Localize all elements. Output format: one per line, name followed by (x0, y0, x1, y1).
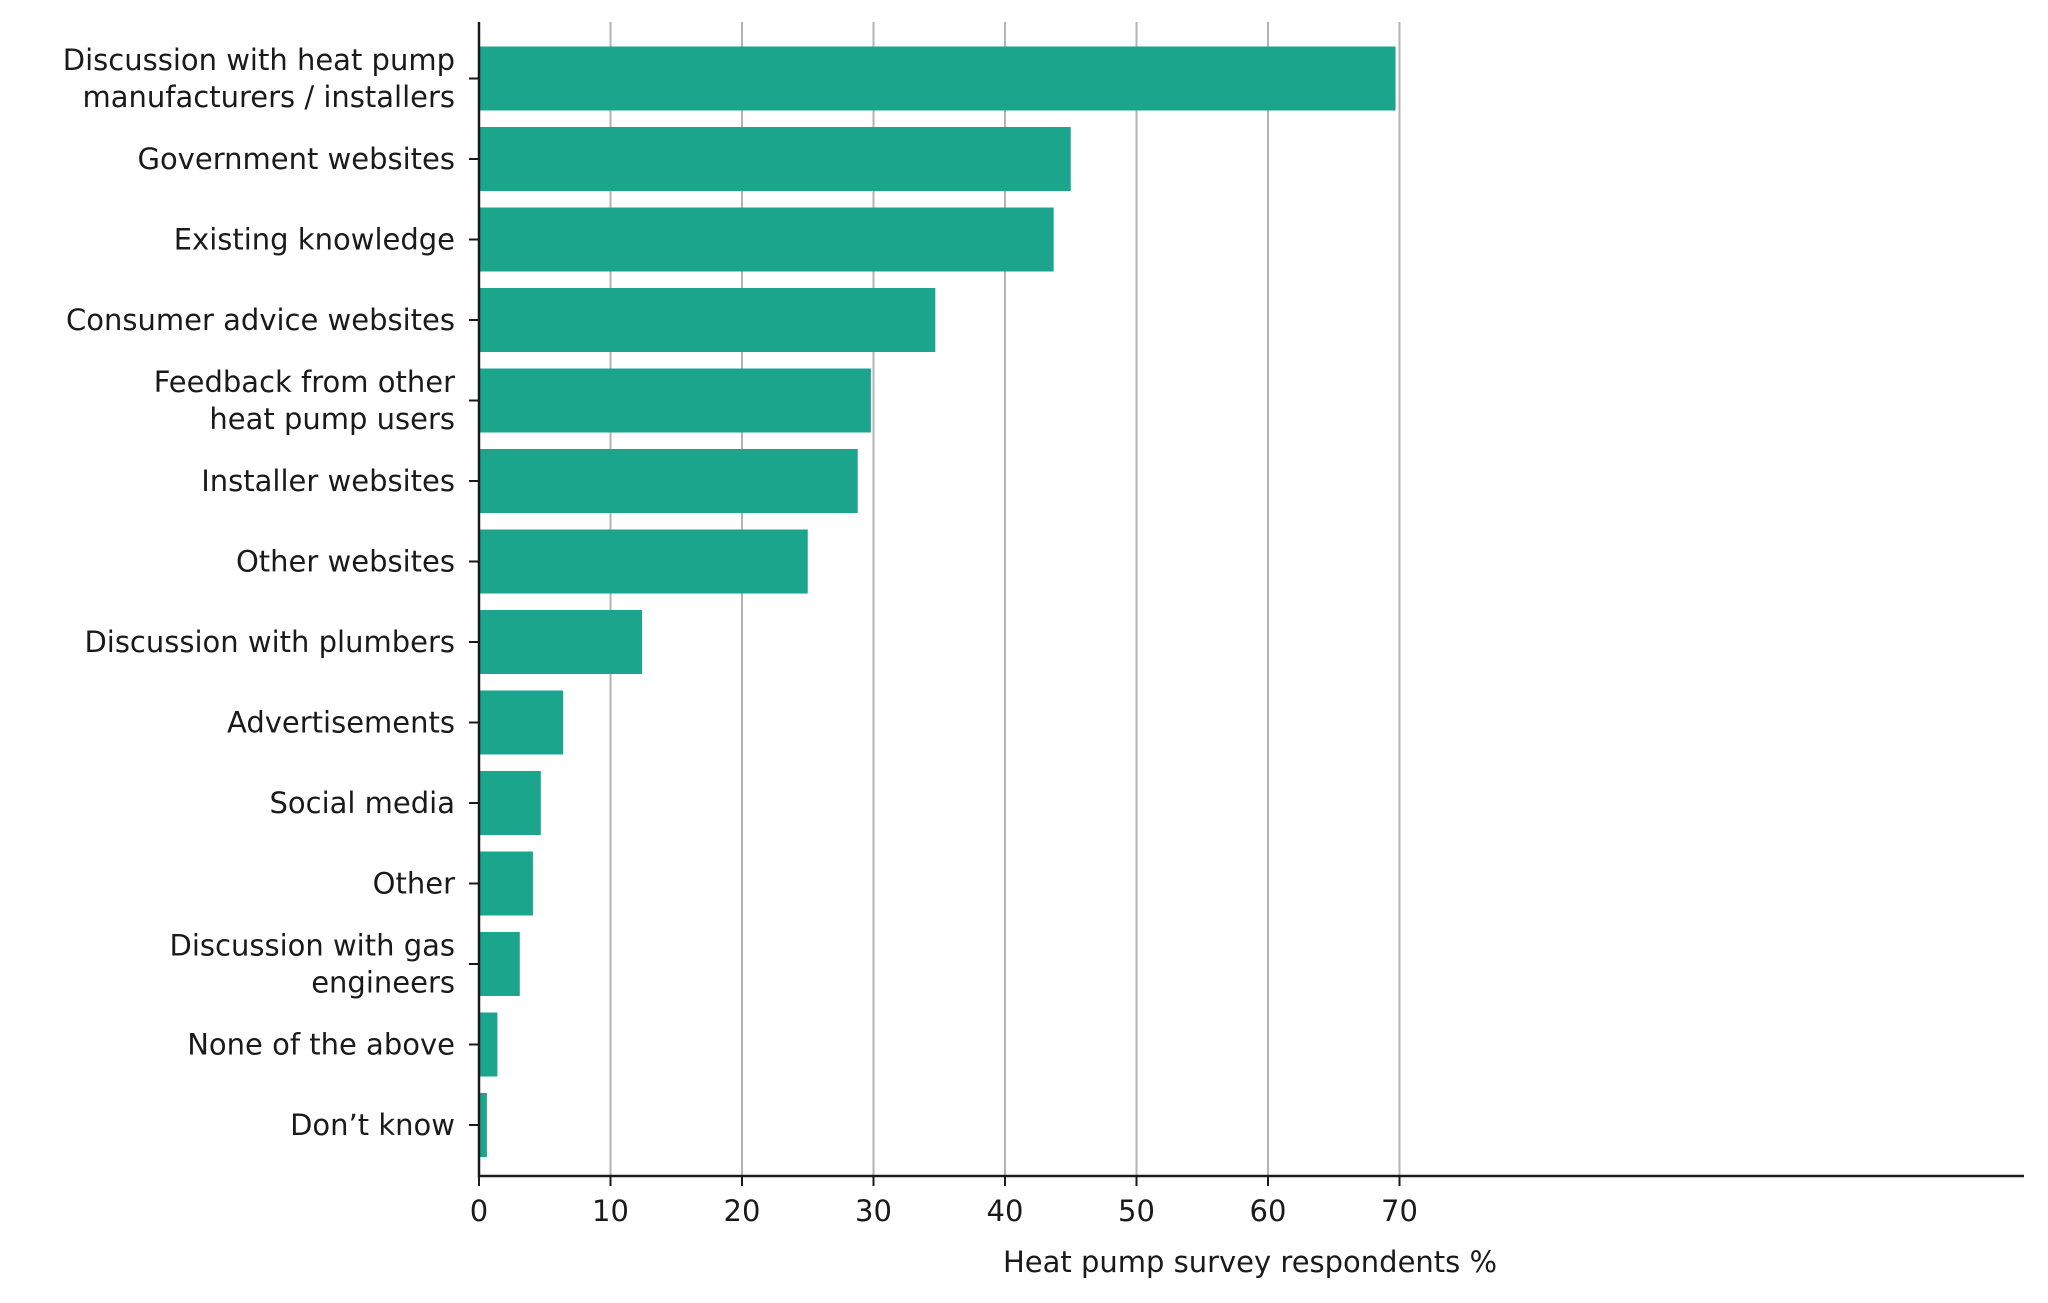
category-label-14: Don’t know (290, 1108, 455, 1142)
bar-1 (479, 46, 1396, 111)
category-label-11: Other (373, 867, 455, 901)
category-label-8: Discussion with plumbers (84, 625, 455, 659)
category-label-7: Other websites (236, 545, 455, 579)
category-label-3: Existing knowledge (174, 223, 455, 257)
bar-4 (479, 288, 936, 352)
category-label-10: Social media (269, 786, 455, 820)
category-label-13: None of the above (187, 1028, 455, 1062)
x-tick-labels: 0 10 20 30 40 50 60 70 (470, 1194, 1418, 1228)
x-tick-label-30: 30 (855, 1194, 892, 1228)
bar-8 (479, 610, 643, 674)
category-label-5: Feedback from other heat pump users (154, 365, 455, 436)
category-label-6: Installer websites (201, 464, 455, 498)
bar-3 (479, 207, 1054, 272)
category-label-4: Consumer advice websites (66, 303, 455, 337)
x-tick-label-20: 20 (724, 1194, 761, 1228)
bar-13 (479, 1012, 498, 1077)
bars (479, 46, 1396, 1157)
bar-7 (479, 529, 808, 594)
x-tick-label-50: 50 (1118, 1194, 1155, 1228)
x-tick-label-60: 60 (1250, 1194, 1287, 1228)
category-label-12: Discussion with gas engineers (170, 929, 455, 1000)
category-label-9: Advertisements (227, 706, 455, 740)
bar-10 (479, 771, 541, 835)
x-axis-title: Heat pump survey respondents % (1003, 1245, 1497, 1279)
x-tick-label-0: 0 (470, 1194, 488, 1228)
x-tick-label-40: 40 (987, 1194, 1024, 1228)
category-labels: Discussion with heat pump manufacturers /… (63, 43, 455, 1142)
bar-2 (479, 127, 1071, 191)
bar-6 (479, 449, 858, 513)
bar-14 (479, 1093, 487, 1157)
category-label-2: Government websites (137, 142, 455, 176)
bar-5 (479, 368, 871, 433)
bar-11 (479, 851, 533, 916)
x-tick-label-10: 10 (592, 1194, 629, 1228)
axes (469, 22, 2024, 1186)
bar-9 (479, 690, 564, 755)
x-tick-label-70: 70 (1381, 1194, 1418, 1228)
category-label-1: Discussion with heat pump manufacturers /… (63, 43, 455, 114)
bar-12 (479, 932, 520, 996)
gridlines (609, 22, 1401, 1176)
